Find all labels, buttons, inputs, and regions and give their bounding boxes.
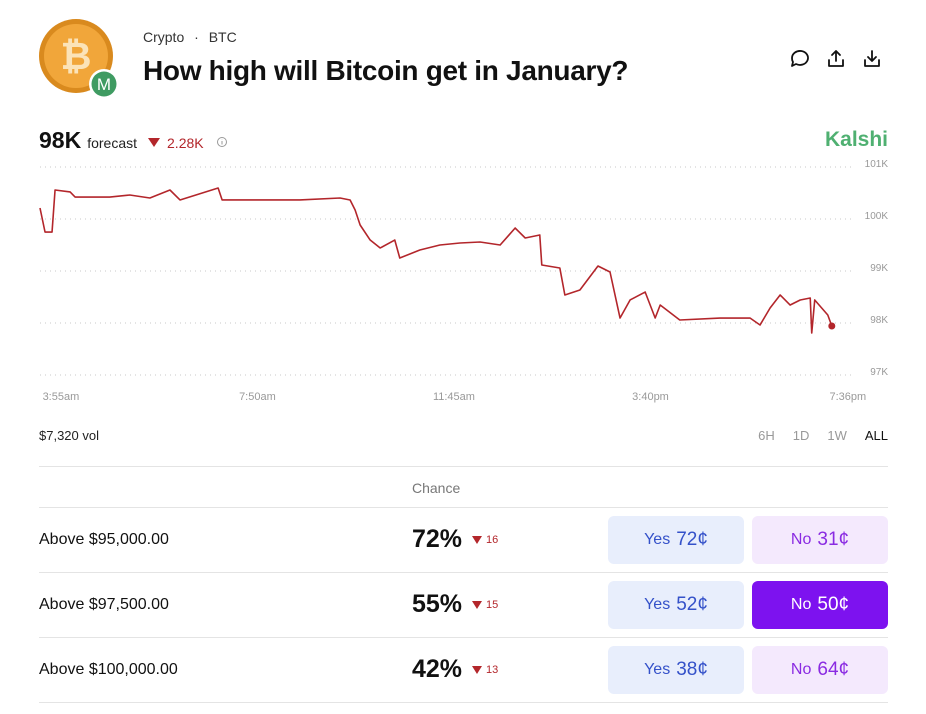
end-dot — [828, 322, 836, 330]
change-value: 16 — [486, 533, 499, 546]
outcome-label: Above $97,500.00 — [39, 596, 169, 613]
range-button[interactable]: 1W — [827, 428, 847, 443]
yes-button[interactable]: Yes 52¢ — [608, 581, 744, 629]
avatar-badge: M — [97, 75, 111, 94]
divider — [39, 637, 888, 638]
x-tick-label: 3:55am — [43, 391, 80, 403]
chance-value: 42% — [412, 655, 463, 683]
market-title: How high will Bitcoin get in January? — [143, 55, 629, 86]
info-icon[interactable] — [216, 136, 228, 148]
breadcrumb-item[interactable]: BTC — [208, 29, 237, 45]
yes-label: Yes — [644, 661, 671, 678]
chance-change: 16 — [472, 534, 498, 546]
forecast-value: 98K — [39, 127, 82, 153]
down-arrow — [472, 600, 483, 609]
yes-label: Yes — [644, 596, 671, 613]
chance: 42% 13 — [412, 655, 498, 684]
comment-icon[interactable] — [791, 50, 809, 67]
outcome-label: Above $100,000.00 — [39, 661, 178, 678]
x-tick-label: 3:40pm — [632, 391, 669, 403]
breadcrumb-separator: · — [194, 29, 199, 45]
divider — [39, 507, 888, 508]
download-icon[interactable] — [864, 50, 880, 67]
chance-value: 72% — [412, 525, 463, 553]
yes-button[interactable]: Yes 72¢ — [608, 516, 744, 564]
no-button[interactable]: No 64¢ — [752, 646, 888, 694]
chance-change: 13 — [472, 664, 498, 676]
chance: 72% 16 — [412, 525, 498, 554]
no-price: 50¢ — [817, 594, 850, 615]
market-logo: ₿ M — [39, 19, 119, 99]
divider — [39, 702, 888, 703]
down-arrow — [472, 535, 483, 544]
change-value: 13 — [486, 663, 499, 676]
volume: $7,320 vol — [39, 428, 99, 443]
y-tick-label: 99K — [870, 263, 888, 274]
breadcrumb: Crypto · BTC — [143, 29, 237, 45]
range-button[interactable]: 1D — [792, 428, 810, 443]
chance-change: 15 — [472, 599, 498, 611]
no-button[interactable]: No 31¢ — [752, 516, 888, 564]
chance: 55% 15 — [412, 590, 498, 619]
yes-price: 38¢ — [676, 659, 708, 680]
forecast-label: forecast — [87, 135, 138, 151]
no-label: No — [790, 661, 812, 678]
no-price: 31¢ — [817, 529, 850, 550]
logo-letter: ₿ — [61, 36, 92, 78]
y-tick-label: 100K — [865, 211, 889, 222]
price-line — [39, 187, 833, 334]
yes-price: 52¢ — [676, 594, 708, 615]
range-selector: 6H 1D 1W ALL — [758, 428, 888, 443]
divider — [39, 466, 888, 467]
divider — [39, 572, 888, 573]
no-button[interactable]: No 50¢ — [752, 581, 888, 629]
price-chart: 97K 98K 99K 100K 101K 3:55am 7:50am 11:45am 3:40… — [39, 159, 889, 403]
yes-label: Yes — [644, 531, 671, 548]
x-tick-label: 11:45am — [433, 391, 475, 403]
no-label: No — [790, 596, 812, 613]
down-arrow — [148, 138, 161, 147]
range-button[interactable]: 6H — [758, 428, 775, 443]
y-tick-label: 101K — [865, 159, 889, 170]
down-arrow — [472, 665, 483, 674]
x-tick-label: 7:50am — [239, 391, 276, 403]
yes-button[interactable]: Yes 38¢ — [608, 646, 744, 694]
y-tick-label: 97K — [870, 367, 888, 378]
x-tick-label: 7:36pm — [830, 391, 867, 403]
share-icon[interactable] — [828, 50, 844, 67]
toolbar — [791, 50, 880, 67]
chance-value: 55% — [412, 590, 463, 618]
yes-price: 72¢ — [676, 529, 708, 550]
outcome-label: Above $95,000.00 — [39, 531, 169, 548]
change-value: 15 — [486, 598, 499, 611]
y-tick-label: 98K — [870, 315, 888, 326]
no-label: No — [790, 531, 812, 548]
column-header: Chance — [412, 480, 461, 496]
no-price: 64¢ — [817, 659, 850, 680]
brand: Kalshi — [824, 128, 888, 151]
range-button[interactable]: ALL — [864, 428, 888, 443]
forecast: 98K forecast 2.28K — [39, 127, 228, 154]
forecast-change: 2.28K — [167, 135, 204, 151]
breadcrumb-item[interactable]: Crypto — [143, 29, 185, 45]
